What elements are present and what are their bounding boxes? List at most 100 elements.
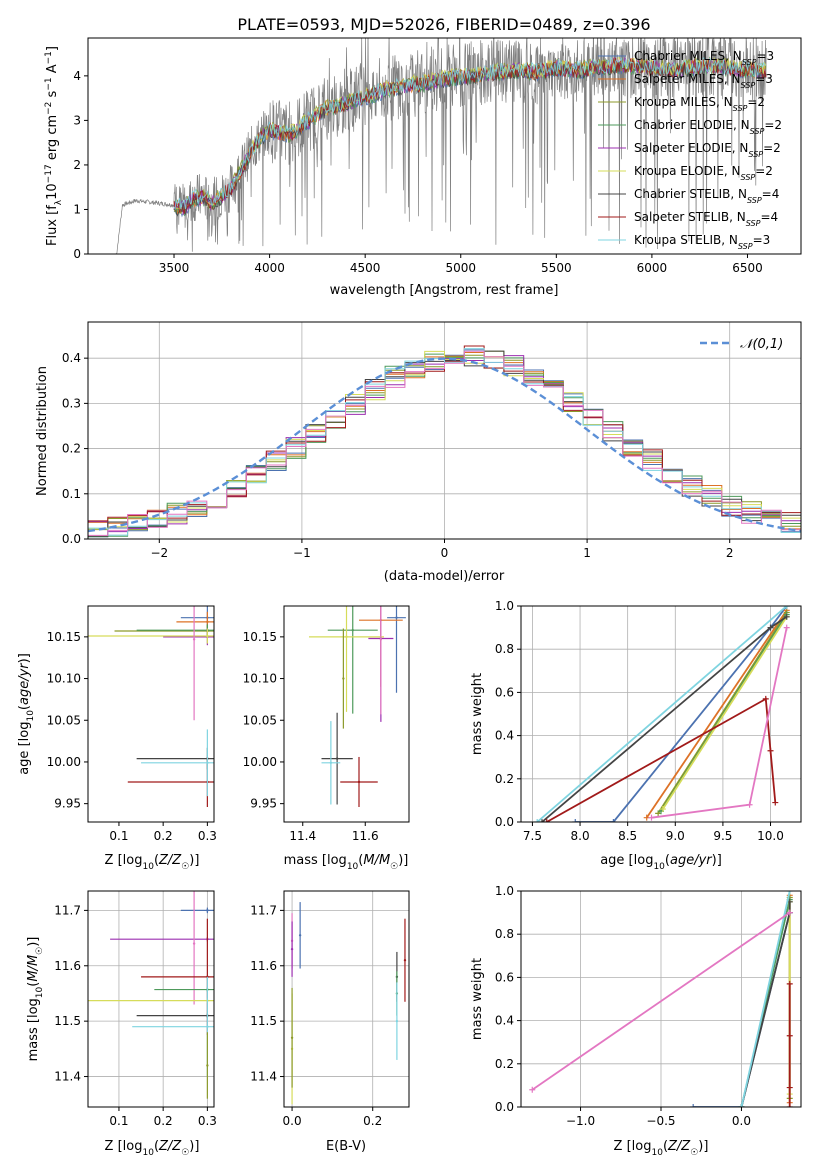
x-tick-label: 0.3 [198, 1114, 217, 1128]
y-tick-label: 0.0 [495, 1100, 514, 1114]
x-tick-label: 5500 [541, 261, 572, 275]
legend-entry: Salpeter STELIB, NSSP=4 [634, 210, 778, 228]
weight-marker [610, 819, 617, 822]
y-tick-label: 0.4 [62, 351, 81, 365]
weight-marker [659, 806, 666, 813]
legend-text: Kroupa MILES, N [634, 95, 733, 109]
weight-vs-Z-xlabel: Z [log10(Z/Z☉)] [614, 1139, 709, 1158]
model-line-7 [173, 57, 767, 214]
data-point [206, 909, 209, 912]
legend-sub: SSP [733, 104, 748, 113]
x-tick-label: 11.6 [352, 829, 379, 843]
label-part: ☉ [390, 862, 398, 872]
x-tick-label: 0.2 [154, 1114, 173, 1128]
data-point [206, 761, 209, 764]
x-tick-label: −1.0 [566, 1114, 595, 1128]
label-part: −2 [44, 102, 54, 115]
y-tick-label: 10.15 [243, 630, 277, 644]
label-part: mass [log [284, 853, 347, 868]
weight-marker [746, 801, 753, 808]
x-tick-label: 1 [583, 546, 591, 560]
axes-frame [87, 605, 215, 823]
normal-curve [88, 357, 801, 533]
label-part: 10 [651, 1148, 663, 1158]
data-point [290, 947, 294, 951]
label-part: ( [665, 853, 670, 868]
label-part: −1 [44, 77, 54, 90]
data-point [345, 635, 348, 639]
y-tick-label: 9.95 [54, 797, 81, 811]
weight-vs-age-xlabel: age [log10(age/yr)] [600, 853, 722, 872]
y-tick-label: 1.0 [495, 884, 514, 898]
y-tick-label: 10.05 [47, 713, 81, 727]
label-part: 10 [142, 862, 154, 872]
label-part: ☉ [181, 1148, 189, 1158]
x-tick-label: 0.1 [109, 829, 128, 843]
mass-vs-Z-xlabel: Z [log10(Z/Z☉)] [105, 1139, 200, 1158]
y-tick-label: 0.2 [495, 1057, 514, 1071]
label-part: Z/Z [667, 1139, 691, 1154]
plot-area [534, 606, 790, 822]
label-part: ☉ [35, 947, 45, 955]
y-tick-label: 11.5 [54, 1014, 81, 1028]
legend-text: Chabrier STELIB, N [634, 187, 747, 201]
plot-area [88, 345, 801, 538]
legend-entry: Kroupa ELODIE, NSSP=2 [634, 164, 773, 182]
label-part: A [45, 64, 60, 77]
mass-vs-EBV-xlabel: E(B-V) [326, 1139, 366, 1154]
y-tick-label: 1 [73, 202, 81, 216]
weight-marker [786, 891, 793, 894]
y-tick-label: 9.95 [250, 797, 277, 811]
plot-area [529, 891, 793, 1107]
data-point [342, 677, 345, 680]
x-tick-label: 8.0 [571, 829, 590, 843]
label-part: )] [189, 853, 199, 868]
data-point [335, 757, 339, 760]
label-part: Z [log [614, 1139, 652, 1154]
y-tick-label: 0.6 [495, 970, 514, 984]
data-point [379, 638, 383, 641]
y-tick-label: 0.4 [495, 1014, 514, 1028]
y-tick-label: 10.00 [47, 755, 81, 769]
label-part: −1 [44, 51, 54, 64]
label-part: ( [663, 1139, 668, 1154]
spectrum-ylabel: Flux [fλ10−17 erg cm−2 s−1 A−1] [44, 46, 64, 246]
y-tick-label: 0.6 [495, 685, 514, 699]
label-part: )] [698, 1139, 708, 1154]
label-part: )] [26, 937, 41, 947]
weight-marker [786, 909, 793, 916]
weight-vs-Z-panel: −1.0 −0.5 0.0 0.0 0.2 0.4 0.6 0.8 1.0 [495, 884, 802, 1128]
y-tick-label: 11.4 [54, 1070, 81, 1084]
label-part: Flux [f [45, 205, 60, 246]
y-tick-label: 0.8 [495, 927, 514, 941]
y-tick-label: 10.00 [243, 755, 277, 769]
legend-nssp: =2 [755, 164, 773, 178]
label-part: −17 [44, 164, 54, 183]
mass-vs-EBV-panel: 0.0 0.2 11.4 11.5 11.6 11.7 [250, 890, 410, 1128]
axes-frame [87, 37, 802, 255]
data-point [395, 1019, 399, 1023]
residuals-panel: −2 −1 0 1 2 0.0 0.1 0.2 0.3 0.4 [62, 321, 802, 560]
label-part: λ [54, 199, 64, 205]
legend-entry: Chabrier ELODIE, NSSP=2 [634, 118, 782, 136]
y-tick-label: 11.7 [250, 903, 277, 917]
legend-sub: SSP [747, 196, 762, 205]
weight-marker [767, 624, 774, 631]
x-tick-label: 9.0 [666, 829, 685, 843]
weight-marker [543, 819, 550, 822]
y-tick-label: 0 [73, 247, 81, 261]
weight-marker [762, 695, 769, 702]
axes-frame [87, 890, 215, 1108]
data-point [206, 1025, 209, 1028]
data-point [351, 628, 354, 632]
y-tick-label: 2 [73, 158, 81, 172]
x-tick-label: 9.5 [713, 829, 732, 843]
y-tick-label: 3 [73, 113, 81, 127]
residuals-ylabel: Normed distribution [35, 366, 50, 496]
label-part: )] [189, 1139, 199, 1154]
legend-text: Chabrier ELODIE, N [634, 118, 750, 132]
label-part: ( [358, 853, 363, 868]
weight-line [546, 697, 777, 822]
label-part: ( [17, 705, 32, 710]
data-point [206, 620, 209, 624]
